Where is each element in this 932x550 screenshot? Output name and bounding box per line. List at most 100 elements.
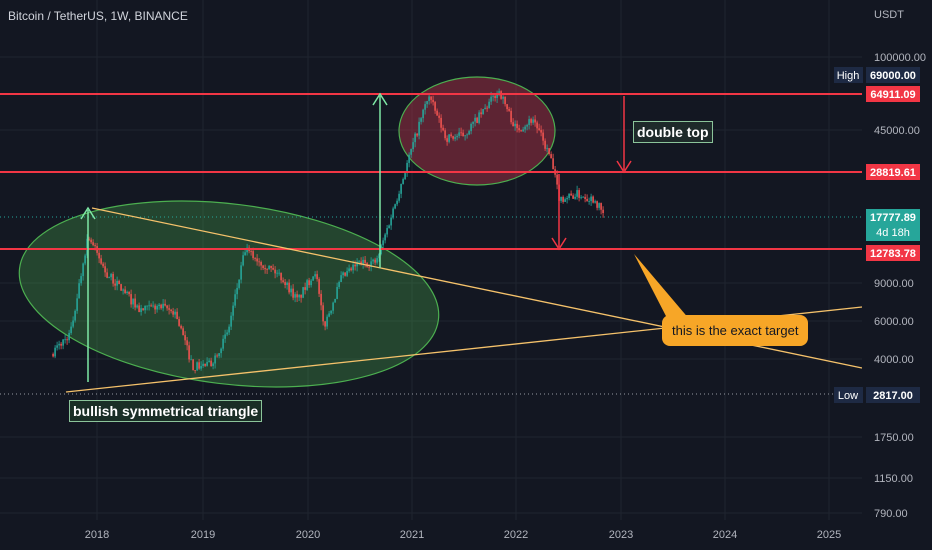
candle-body bbox=[576, 190, 578, 197]
up-arrow-left[interactable] bbox=[80, 206, 96, 382]
candle-body bbox=[352, 264, 354, 271]
candle-body bbox=[70, 326, 72, 333]
candle-body bbox=[100, 258, 102, 264]
candle-body bbox=[146, 305, 148, 307]
candle-body bbox=[64, 339, 66, 341]
candle-body bbox=[470, 123, 472, 132]
chart-grid bbox=[0, 0, 862, 520]
candle-body bbox=[194, 370, 196, 371]
candle-body bbox=[174, 311, 176, 315]
candle-body bbox=[442, 127, 444, 131]
candle-body bbox=[142, 308, 144, 311]
candle-body bbox=[342, 272, 344, 276]
candle-body bbox=[592, 196, 594, 203]
candle-body bbox=[176, 311, 178, 320]
price-tick-label: 100000.00 bbox=[874, 52, 926, 64]
candle-body bbox=[340, 275, 342, 283]
candle-body bbox=[300, 294, 302, 298]
down-arrow-right[interactable] bbox=[616, 96, 632, 174]
candle-body bbox=[98, 252, 100, 259]
time-tick-label: 2025 bbox=[817, 529, 841, 541]
candle-body bbox=[202, 363, 204, 367]
candle-body bbox=[254, 258, 256, 259]
time-tick-label: 2022 bbox=[504, 529, 528, 541]
candle-body bbox=[288, 282, 290, 293]
candle-body bbox=[200, 366, 202, 369]
candle-body bbox=[250, 251, 252, 252]
candle-body bbox=[504, 96, 506, 105]
candle-body bbox=[162, 303, 164, 309]
candle-body bbox=[290, 288, 292, 293]
triangle-label[interactable]: bullish symmetrical triangle bbox=[69, 400, 263, 422]
candle-body bbox=[372, 259, 374, 262]
candle-body bbox=[326, 316, 328, 327]
target-callout[interactable]: this is the exact target bbox=[662, 315, 809, 346]
candle-body bbox=[458, 132, 460, 136]
candle-body bbox=[218, 353, 220, 357]
resistance-top-value: 64911.09 bbox=[870, 89, 915, 101]
triangle-ellipse[interactable] bbox=[9, 179, 450, 409]
candle-body bbox=[90, 239, 92, 243]
candle-body bbox=[108, 277, 110, 279]
time-tick-label: 2020 bbox=[296, 529, 320, 541]
candle-body bbox=[358, 261, 360, 263]
candle-body bbox=[564, 199, 566, 202]
candle-body bbox=[550, 154, 552, 159]
candle-body bbox=[158, 304, 160, 307]
candle-body bbox=[292, 288, 294, 298]
candle-body bbox=[514, 123, 516, 127]
candle-body bbox=[148, 305, 150, 307]
candle-body bbox=[580, 197, 582, 199]
candle-body bbox=[512, 122, 514, 127]
candle-body bbox=[424, 104, 426, 110]
low-label: Low bbox=[838, 390, 858, 402]
candle-body bbox=[474, 117, 476, 122]
candle-body bbox=[574, 196, 576, 199]
candle-body bbox=[308, 280, 310, 286]
candle-body bbox=[168, 308, 170, 310]
time-tick-label: 2024 bbox=[713, 529, 737, 541]
up-arrow-right[interactable] bbox=[372, 92, 388, 268]
candle-body bbox=[478, 112, 480, 123]
candle-body bbox=[466, 134, 468, 136]
candle-body bbox=[140, 308, 142, 313]
resistance-top-badge: 64911.09 bbox=[866, 86, 920, 102]
support-badge: 12783.78 bbox=[866, 245, 920, 261]
candle-body bbox=[362, 259, 364, 265]
candle-body bbox=[330, 310, 332, 314]
candle-body bbox=[454, 137, 456, 139]
candle-body bbox=[208, 360, 210, 363]
candle-body bbox=[68, 332, 70, 341]
candle-body bbox=[602, 209, 604, 213]
candle-body bbox=[324, 321, 326, 327]
double-top-ellipse[interactable] bbox=[398, 76, 556, 186]
candle-body bbox=[216, 355, 218, 357]
price-tick-label: 45000.00 bbox=[874, 125, 920, 137]
candle-body bbox=[322, 305, 324, 322]
resistance-mid-value: 28819.61 bbox=[870, 167, 916, 179]
candle-body bbox=[368, 266, 370, 268]
down-arrow-left[interactable] bbox=[551, 174, 567, 251]
candle-body bbox=[52, 353, 54, 357]
candle-body bbox=[434, 102, 436, 111]
candle-body bbox=[104, 266, 106, 273]
candle-body bbox=[130, 294, 132, 305]
candle-body bbox=[556, 174, 558, 185]
double-top-label[interactable]: double top bbox=[633, 121, 713, 143]
candle-body bbox=[332, 302, 334, 311]
candle-body bbox=[526, 124, 528, 127]
candle-body bbox=[426, 101, 428, 105]
candle-body bbox=[344, 272, 346, 276]
candle-body bbox=[492, 95, 494, 97]
candle-body bbox=[412, 142, 414, 150]
candle-body bbox=[160, 304, 162, 309]
candle-body bbox=[276, 272, 278, 274]
candle-body bbox=[58, 343, 60, 346]
candle-body bbox=[350, 268, 352, 271]
candle-body bbox=[408, 154, 410, 163]
candle-body bbox=[120, 284, 122, 291]
time-tick-label: 2019 bbox=[191, 529, 215, 541]
candles-group bbox=[52, 88, 604, 374]
candle-body bbox=[172, 311, 174, 315]
